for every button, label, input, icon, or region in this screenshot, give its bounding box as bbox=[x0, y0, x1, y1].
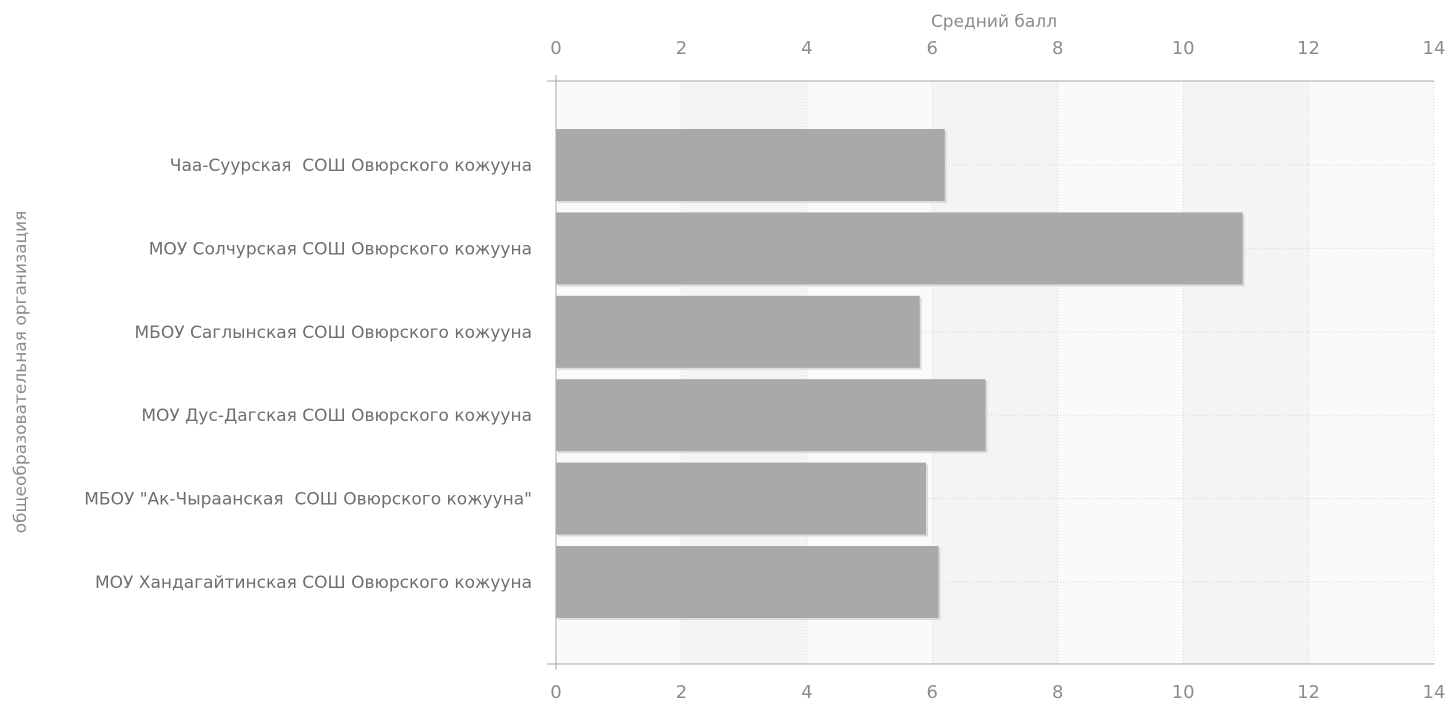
x-tick-label-bottom: 8 bbox=[1052, 682, 1063, 703]
x-tick-label-bottom: 14 bbox=[1423, 682, 1446, 703]
bar bbox=[556, 295, 920, 368]
plot-band bbox=[1308, 81, 1434, 664]
gridlines bbox=[556, 81, 1435, 664]
category-labels: Чаа-Суурская СОШ Овюрского кожууна МОУ Со… bbox=[84, 156, 532, 593]
x-tick-label-top: 8 bbox=[1052, 38, 1063, 59]
x-tick-label-bottom: 12 bbox=[1297, 682, 1320, 703]
bottom-tick-labels: 0 2 4 6 8 10 12 14 bbox=[550, 682, 1445, 703]
x-tick-label-bottom: 0 bbox=[550, 682, 561, 703]
x-tick-label-top: 10 bbox=[1172, 38, 1195, 59]
x-tick-label-top: 2 bbox=[676, 38, 687, 59]
bar bbox=[556, 129, 945, 201]
y-axis-title: общеобразовательная организация bbox=[11, 211, 31, 534]
top-tick-labels: 0 2 4 6 8 10 12 14 bbox=[550, 38, 1445, 59]
bar bbox=[556, 462, 927, 535]
bar bbox=[556, 379, 986, 452]
category-label: МБОУ "Ак-Чыраанская СОШ Овюрского кожуун… bbox=[84, 490, 532, 510]
plot-band bbox=[1183, 81, 1309, 664]
x-tick-label-bottom: 4 bbox=[801, 682, 812, 703]
x-axis-title: Средний балл bbox=[931, 12, 1057, 32]
category-label: МОУ Дус-Дагская СОШ Овюрского кожууна bbox=[141, 406, 532, 426]
x-tick-label-bottom: 6 bbox=[927, 682, 938, 703]
x-tick-label-top: 6 bbox=[927, 38, 938, 59]
bar bbox=[556, 212, 1243, 285]
x-tick-label-top: 0 bbox=[550, 38, 561, 59]
category-label: МБОУ Саглынская СОШ Овюрского кожууна bbox=[135, 323, 532, 343]
category-label: МОУ Солчурская СОШ Овюрского кожууна bbox=[149, 239, 532, 259]
x-tick-label-top: 12 bbox=[1297, 38, 1320, 59]
category-label: МОУ Хандагайтинская СОШ Овюрского кожуун… bbox=[95, 573, 532, 593]
x-tick-label-bottom: 2 bbox=[676, 682, 687, 703]
plot-band bbox=[1057, 81, 1184, 664]
category-label: Чаа-Суурская СОШ Овюрского кожууна bbox=[170, 156, 532, 176]
plot-band bbox=[932, 81, 1058, 664]
x-tick-label-bottom: 10 bbox=[1172, 682, 1195, 703]
x-tick-label-top: 4 bbox=[801, 38, 812, 59]
bars bbox=[556, 129, 1245, 620]
x-tick-label-top: 14 bbox=[1423, 38, 1446, 59]
bar bbox=[556, 546, 939, 618]
